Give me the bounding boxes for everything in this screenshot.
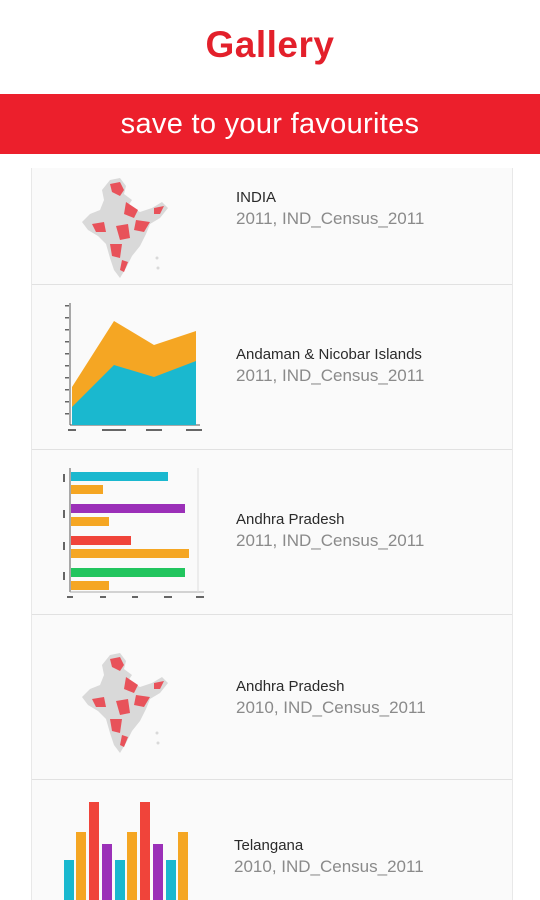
india-map-icon (80, 653, 170, 757)
item-title: INDIA (236, 189, 277, 206)
item-title: Andhra Pradesh (236, 678, 345, 695)
item-title: Andaman & Nicobar Islands (236, 346, 422, 363)
gallery-list: INDIA 2011, IND_Census_2011 (31, 168, 513, 900)
gallery-item-telangana[interactable]: Telangana 2010, IND_Census_2011 (32, 780, 512, 900)
india-map-icon (80, 178, 170, 282)
item-title: Telangana (234, 837, 304, 854)
item-subtitle: 2011, IND_Census_2011 (236, 366, 425, 385)
gallery-item-andhra-2011[interactable]: Andhra Pradesh 2011, IND_Census_2011 (32, 450, 512, 615)
app-header: Gallery (0, 0, 540, 94)
banner-text: save to your favourites (120, 107, 420, 140)
item-title: Andhra Pradesh (236, 511, 345, 528)
item-subtitle: 2011, IND_Census_2011 (236, 209, 425, 228)
item-text: Andhra Pradesh 2011, IND_Census_2011 (236, 510, 424, 552)
column-chart-icon (62, 802, 192, 900)
gallery-item-andaman[interactable]: Andaman & Nicobar Islands 2011, IND_Cens… (32, 285, 512, 450)
page-title: Gallery (205, 24, 335, 65)
bar-chart-icon (60, 466, 210, 602)
item-subtitle: 2011, IND_Census_2011 (236, 531, 425, 550)
item-text: Telangana 2010, IND_Census_2011 (234, 836, 424, 878)
gallery-item-andhra-2010[interactable]: Andhra Pradesh 2010, IND_Census_2011 (32, 615, 512, 780)
item-text: Andhra Pradesh 2010, IND_Census_2011 (236, 677, 426, 719)
item-subtitle: 2010, IND_Census_2011 (236, 698, 426, 717)
favourites-banner[interactable]: save to your favourites (0, 94, 540, 154)
gallery-item-india[interactable]: INDIA 2011, IND_Census_2011 (32, 168, 512, 285)
item-text: Andaman & Nicobar Islands 2011, IND_Cens… (236, 345, 424, 387)
item-text: INDIA 2011, IND_Census_2011 (236, 188, 424, 230)
area-chart-icon (62, 301, 206, 433)
item-subtitle: 2010, IND_Census_2011 (234, 857, 424, 876)
